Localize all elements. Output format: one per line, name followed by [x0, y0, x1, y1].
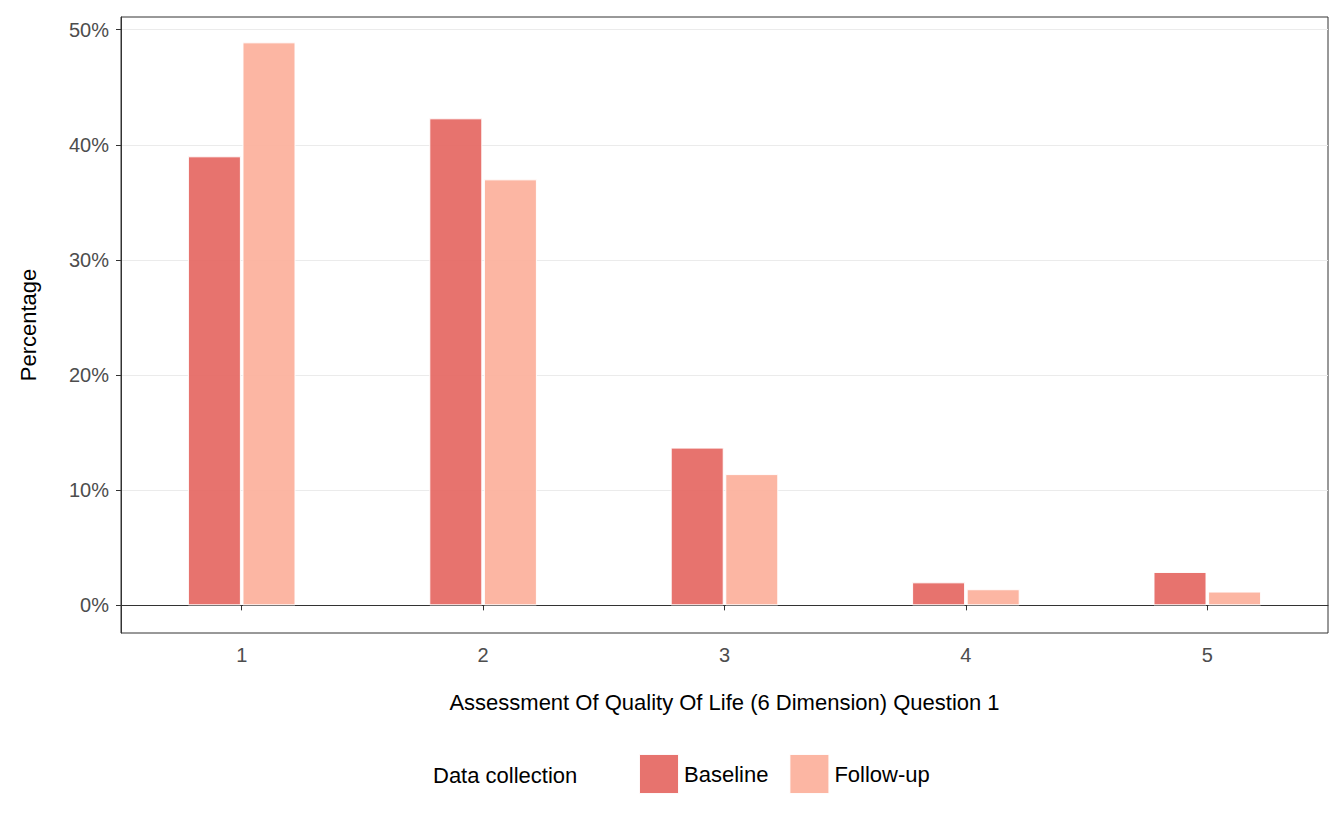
- svg-text:1: 1: [236, 644, 247, 666]
- svg-text:10%: 10%: [69, 479, 109, 501]
- svg-text:0%: 0%: [80, 594, 109, 616]
- svg-text:4: 4: [960, 644, 971, 666]
- svg-text:40%: 40%: [69, 134, 109, 156]
- svg-text:2: 2: [478, 644, 489, 666]
- svg-text:Data collection: Data collection: [433, 763, 577, 788]
- svg-text:5: 5: [1202, 644, 1213, 666]
- svg-text:3: 3: [719, 644, 730, 666]
- svg-text:Baseline: Baseline: [684, 762, 768, 787]
- svg-text:Percentage: Percentage: [16, 269, 41, 382]
- svg-text:30%: 30%: [69, 249, 109, 271]
- svg-text:Assessment Of Quality Of Life: Assessment Of Quality Of Life (6 Dimensi…: [449, 690, 999, 715]
- svg-text:Follow-up: Follow-up: [834, 762, 929, 787]
- svg-text:50%: 50%: [69, 19, 109, 41]
- svg-text:20%: 20%: [69, 364, 109, 386]
